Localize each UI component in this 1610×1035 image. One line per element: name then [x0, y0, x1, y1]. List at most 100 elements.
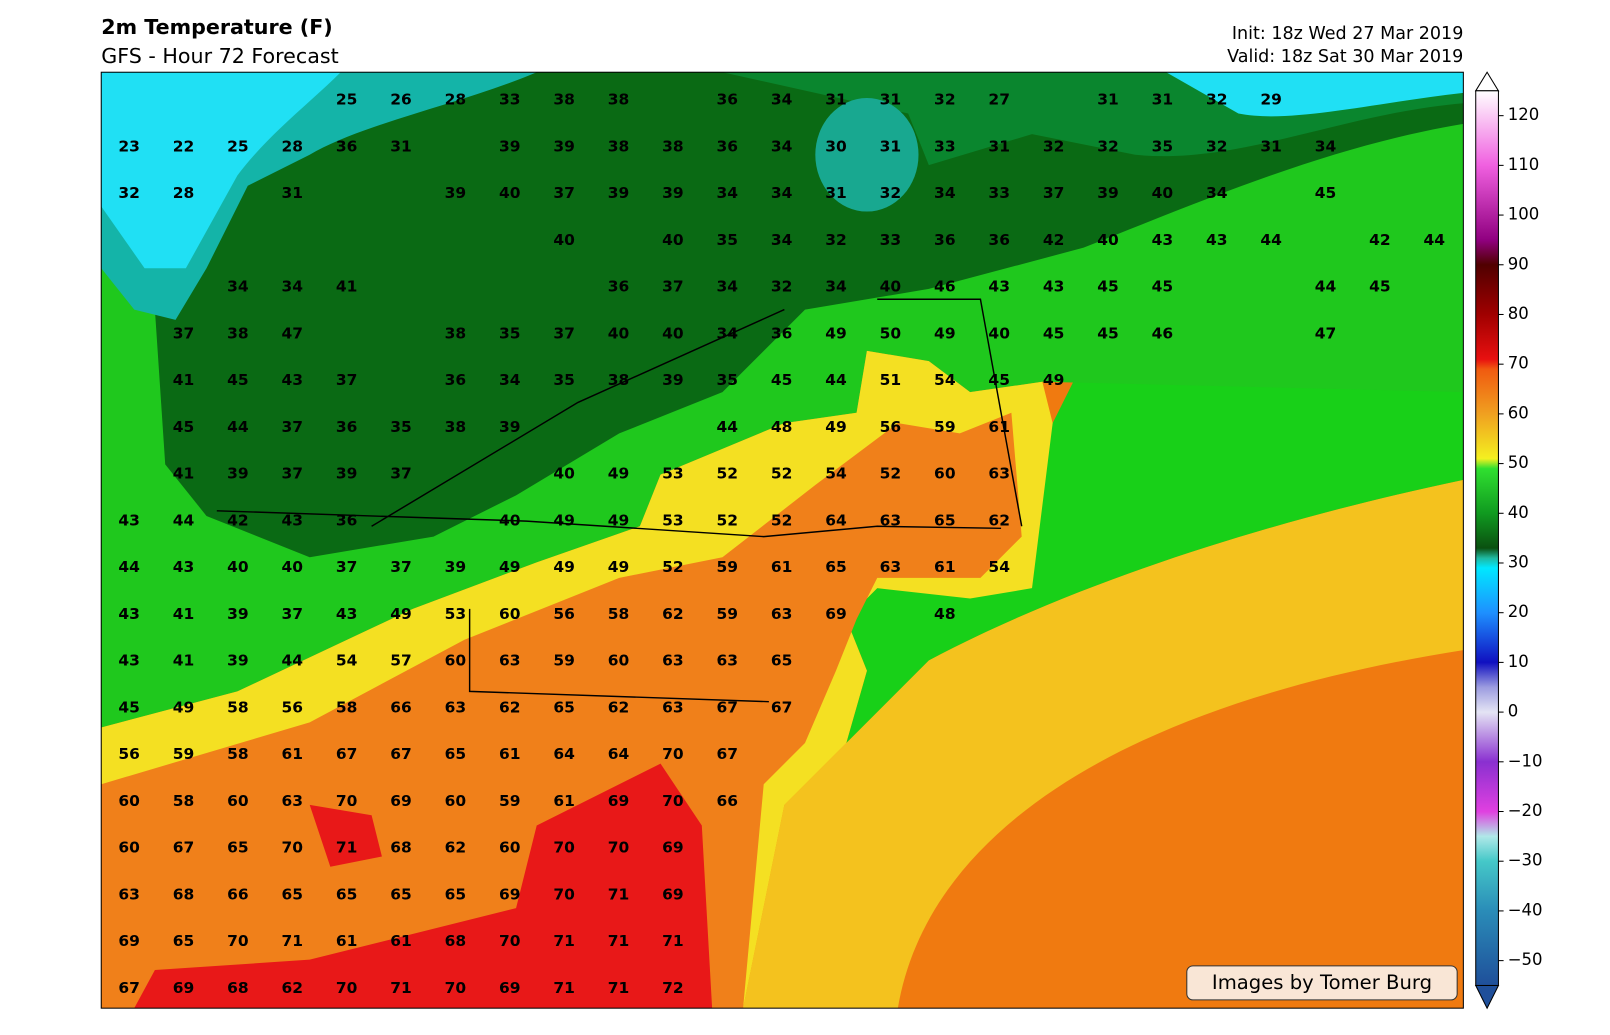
temperature-label: 49: [553, 511, 575, 529]
colorbar-tick-label: 10: [1508, 652, 1529, 671]
temperature-label: 63: [771, 605, 793, 623]
temperature-label: 70: [499, 932, 521, 950]
temperature-label: 71: [608, 932, 630, 950]
credit: Images by Tomer Burg: [1212, 971, 1432, 994]
temperature-label: 66: [717, 792, 739, 810]
temperature-label: 60: [934, 465, 956, 483]
temperature-label: 58: [227, 698, 249, 716]
temperature-label: 32: [1206, 137, 1228, 155]
temperature-label: 45: [1315, 184, 1337, 202]
colorbar-tick-label: −10: [1508, 751, 1543, 770]
temperature-label: 25: [227, 137, 249, 155]
colorbar-tick-label: 110: [1508, 155, 1540, 174]
temperature-label: 59: [553, 652, 575, 670]
temperature-label: 65: [227, 839, 249, 857]
temperature-label: 62: [608, 698, 630, 716]
temperature-label: 39: [499, 137, 521, 155]
temperature-label: 52: [880, 465, 902, 483]
temperature-label: 56: [553, 605, 575, 623]
temperature-label: 45: [118, 698, 140, 716]
temperature-label: 34: [717, 184, 739, 202]
temperature-label: 39: [1097, 184, 1119, 202]
temperature-label: 71: [608, 885, 630, 903]
temperature-label: 31: [880, 91, 902, 109]
temperature-label: 37: [553, 324, 575, 342]
temperature-label: 52: [717, 465, 739, 483]
temperature-label: 71: [553, 932, 575, 950]
init-time: Init: 18z Wed 27 Mar 2019: [1232, 24, 1464, 44]
temperature-label: 70: [662, 792, 684, 810]
temperature-label: 40: [662, 324, 684, 342]
temperature-label: 59: [934, 418, 956, 436]
temperature-label: 49: [499, 558, 521, 576]
temperature-label: 49: [553, 558, 575, 576]
temperature-label: 31: [988, 137, 1010, 155]
temperature-label: 34: [499, 371, 521, 389]
temperature-label: 32: [1043, 137, 1065, 155]
colorbar-tick-label: 90: [1508, 254, 1529, 273]
temperature-label: 45: [1097, 324, 1119, 342]
temperature-label: 49: [608, 465, 630, 483]
temperature-label: 65: [771, 652, 793, 670]
temperature-label: 39: [662, 371, 684, 389]
temperature-label: 32: [825, 231, 847, 249]
temperature-label: 35: [390, 418, 412, 436]
temperature-label: 31: [1152, 91, 1174, 109]
temperature-label: 30: [825, 137, 847, 155]
temperature-label: 41: [173, 465, 195, 483]
temperature-label: 40: [608, 324, 630, 342]
temperature-label: 67: [390, 745, 412, 763]
temperature-label: 37: [173, 324, 195, 342]
temperature-label: 70: [608, 839, 630, 857]
temperature-label: 43: [118, 605, 140, 623]
temperature-label: 37: [553, 184, 575, 202]
temperature-label: 32: [118, 184, 140, 202]
temperature-label: 65: [173, 932, 195, 950]
temperature-label: 47: [281, 324, 303, 342]
temperature-label: 34: [771, 231, 793, 249]
temperature-label: 54: [988, 558, 1010, 576]
valid-time: Valid: 18z Sat 30 Mar 2019: [1227, 47, 1463, 67]
temperature-label: 45: [1152, 278, 1174, 296]
temperature-label: 63: [662, 698, 684, 716]
temperature-label: 33: [934, 137, 956, 155]
temperature-label: 36: [336, 418, 358, 436]
temperature-label: 60: [118, 839, 140, 857]
colorbar-tick-label: 80: [1508, 304, 1529, 323]
temperature-label: 65: [553, 698, 575, 716]
temperature-label: 41: [173, 652, 195, 670]
temperature-label: 61: [281, 745, 303, 763]
temperature-label: 38: [445, 418, 467, 436]
temperature-label: 69: [499, 885, 521, 903]
temperature-label: 36: [717, 137, 739, 155]
temperature-label: 38: [662, 137, 684, 155]
temperature-label: 40: [1097, 231, 1119, 249]
temperature-label: 35: [717, 371, 739, 389]
temperature-label: 69: [390, 792, 412, 810]
temperature-label: 34: [1315, 137, 1337, 155]
temperature-label: 34: [1206, 184, 1228, 202]
temperature-label: 43: [118, 652, 140, 670]
temperature-label: 33: [499, 91, 521, 109]
temperature-label: 37: [1043, 184, 1065, 202]
temperature-label: 37: [390, 558, 412, 576]
temperature-label: 60: [445, 652, 467, 670]
temperature-label: 31: [825, 184, 847, 202]
temperature-label: 69: [662, 885, 684, 903]
temperature-label: 39: [227, 652, 249, 670]
temperature-label: 48: [771, 418, 793, 436]
temperature-label: 70: [445, 979, 467, 997]
temperature-label: 39: [499, 418, 521, 436]
temperature-label: 52: [771, 465, 793, 483]
temperature-label: 34: [825, 278, 847, 296]
temperature-label: 35: [1152, 137, 1174, 155]
temperature-label: 36: [336, 511, 358, 529]
temperature-label: 40: [227, 558, 249, 576]
temperature-label: 63: [118, 885, 140, 903]
temperature-label: 72: [662, 979, 684, 997]
temperature-label: 45: [1097, 278, 1119, 296]
colorbar-tick-label: 50: [1508, 453, 1529, 472]
temperature-label: 66: [227, 885, 249, 903]
temperature-label: 40: [281, 558, 303, 576]
temperature-label: 71: [553, 979, 575, 997]
